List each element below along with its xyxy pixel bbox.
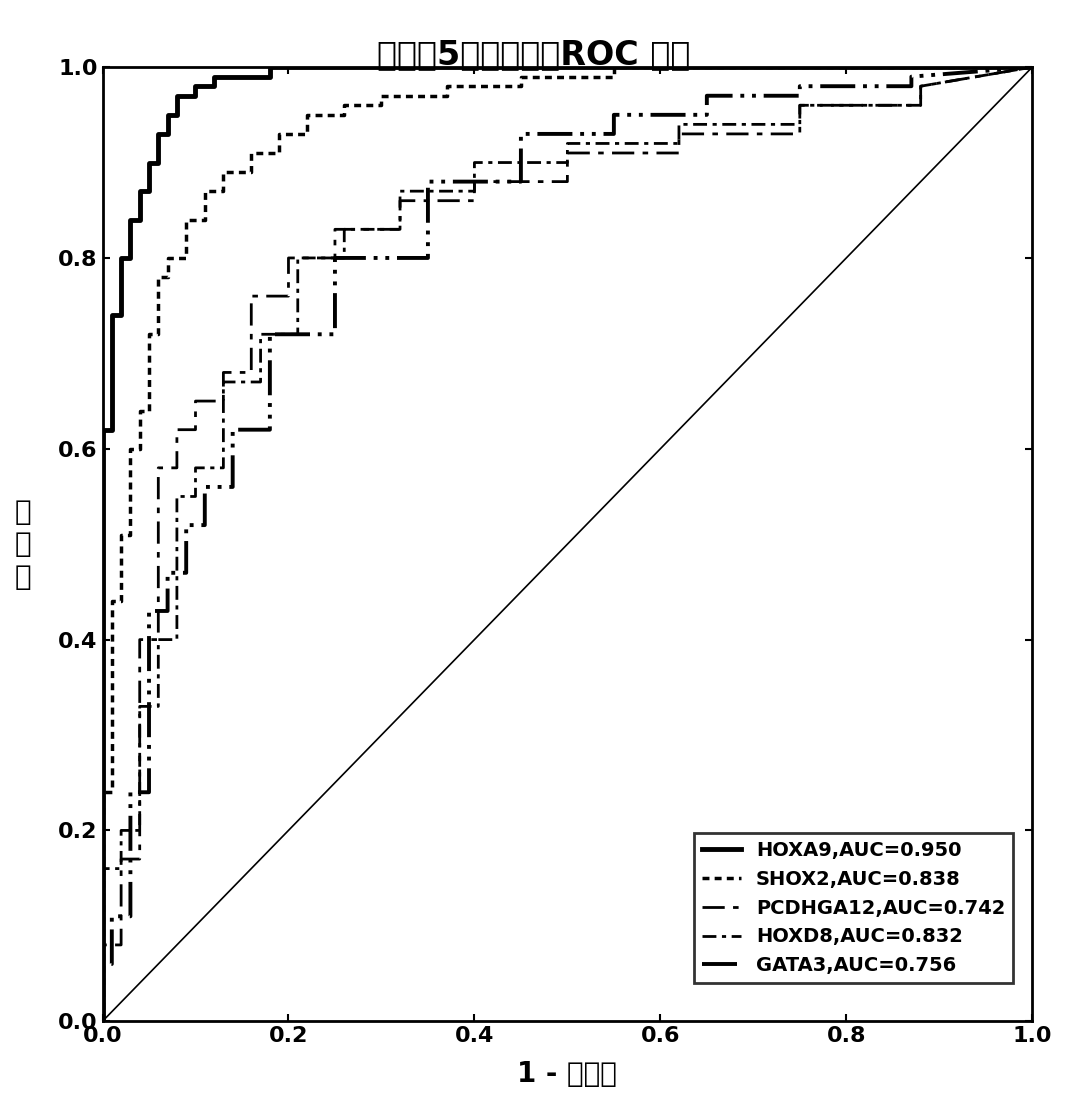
Legend: HOXA9,AUC=0.950, SHOX2,AUC=0.838, PCDHGA12,AUC=0.742, HOXD8,AUC=0.832, GATA3,AUC: HOXA9,AUC=0.950, SHOX2,AUC=0.838, PCDHGA… bbox=[694, 834, 1014, 983]
Text: 痰液中5个标志物的ROC 曲线: 痰液中5个标志物的ROC 曲线 bbox=[377, 39, 690, 72]
Y-axis label: 敏
感
度: 敏 感 度 bbox=[15, 497, 32, 590]
X-axis label: 1 - 特异性: 1 - 特异性 bbox=[517, 1060, 618, 1088]
